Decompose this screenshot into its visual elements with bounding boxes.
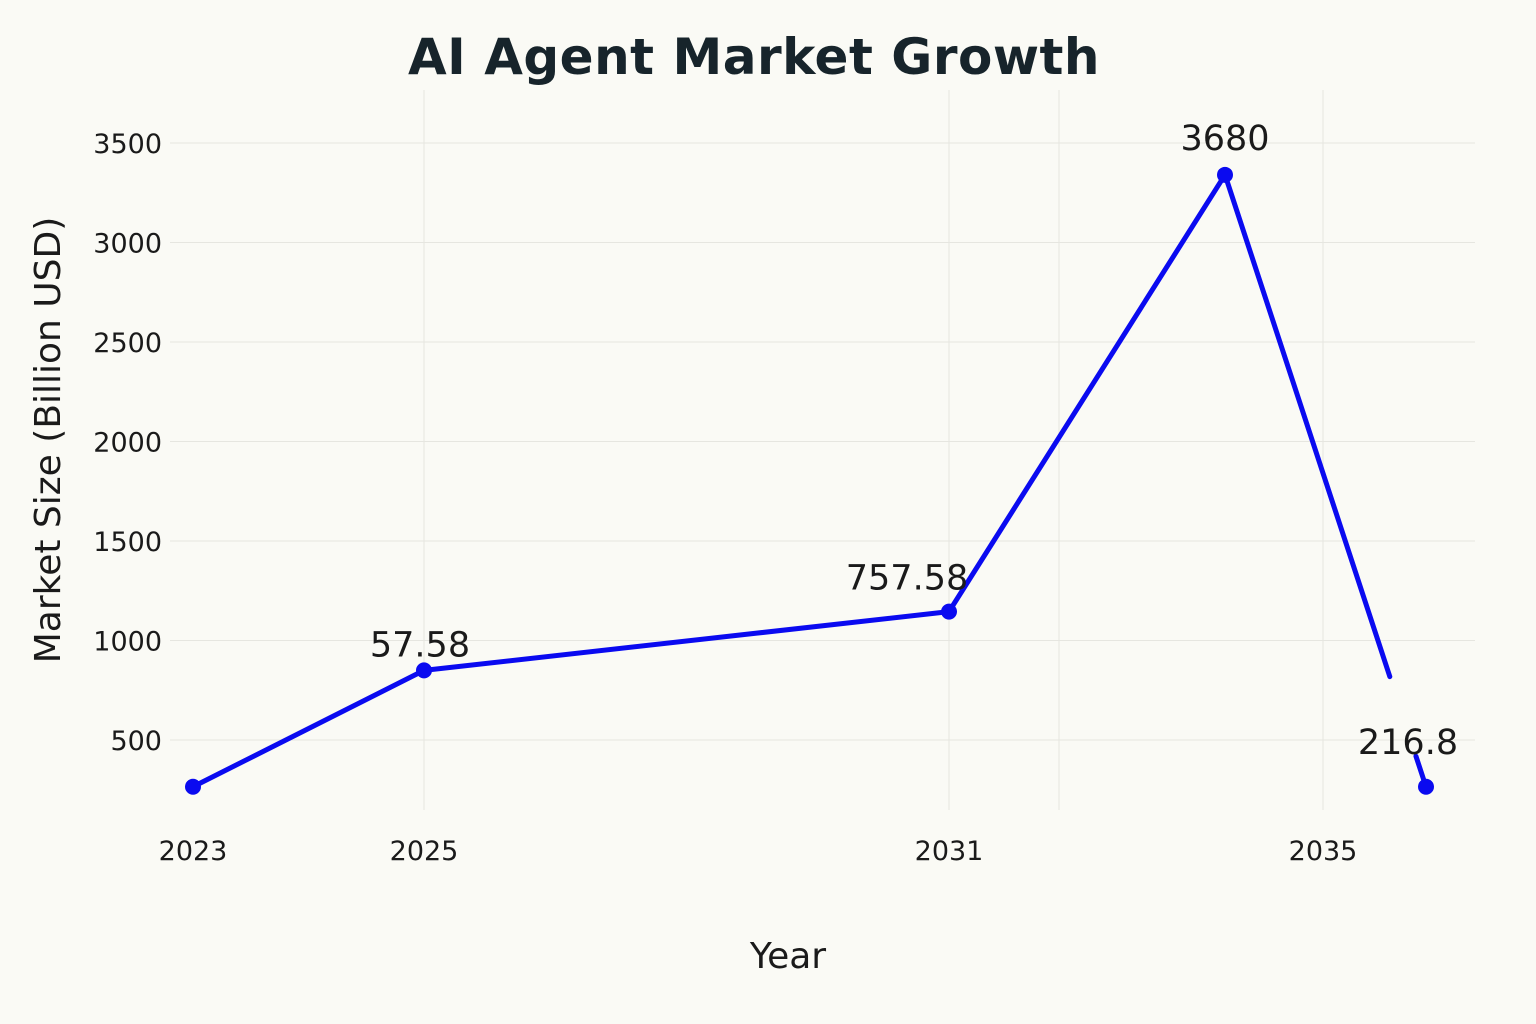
y-tick-label: 3000 [93,229,162,260]
x-axis: 2023 2025 2031 2035 [159,836,1358,867]
data-point [416,662,432,679]
x-axis-label: Year [749,936,826,977]
data-point [941,603,957,620]
data-point [1418,778,1434,795]
data-label: 57.58 [370,625,470,665]
series-line [190,172,1429,790]
data-points [185,166,1434,795]
grid [170,90,1475,810]
y-tick-label: 3500 [93,129,162,160]
data-point [1217,166,1233,183]
x-tick-label: 2025 [390,836,459,867]
chart-title: AI Agent Market Growth [407,28,1101,86]
y-tick-label: 1500 [93,527,162,558]
y-tick-label: 1000 [93,627,162,658]
y-tick-label: 500 [110,726,162,757]
x-tick-label: 2035 [1289,836,1358,867]
y-axis: 500 1000 1500 2000 2500 3000 3500 [93,129,162,757]
x-tick-label: 2023 [159,836,228,867]
x-tick-label: 2031 [915,836,984,867]
y-tick-label: 2500 [93,328,162,359]
data-label: 3680 [1180,119,1269,159]
data-label: 757.58 [846,559,968,599]
data-point [185,778,201,795]
y-tick-label: 2000 [93,428,162,459]
data-label: 216.8 [1358,723,1458,763]
series-line-segment [190,172,1393,790]
y-axis-label: Market Size (Billion USD) [28,217,69,664]
data-labels: 57.58 757.58 3680 216.8 [370,119,1458,763]
